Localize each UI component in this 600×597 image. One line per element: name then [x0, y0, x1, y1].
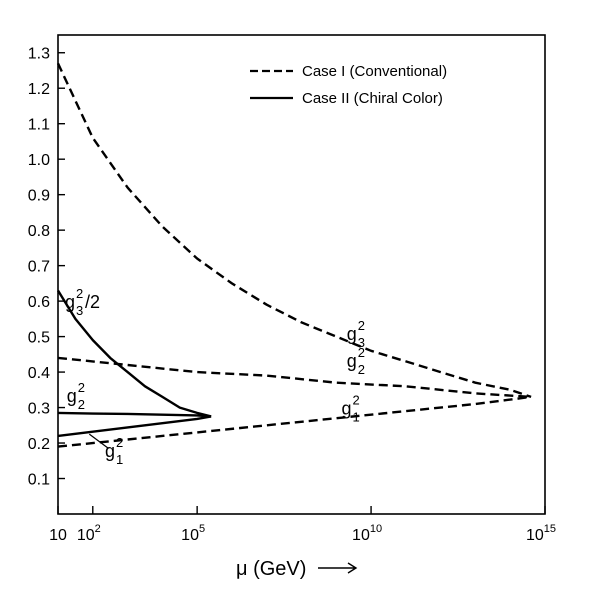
y-tick-label: 0.3 — [28, 401, 50, 418]
curve-label-base: g — [347, 324, 357, 344]
x-axis-ticks: 10 102 105 1010 1015 — [49, 506, 556, 544]
curve-label-sup: 2 — [353, 393, 360, 408]
series-line-6 — [57, 415, 212, 438]
y-tick-label: 1.1 — [28, 117, 50, 134]
curve-label-sub: 3 — [76, 303, 83, 318]
series-line-5 — [57, 411, 212, 418]
curve-label-sup: 2 — [76, 286, 83, 301]
x-tick-label: 10 — [49, 527, 67, 544]
y-tick-label: 0.6 — [28, 294, 50, 311]
curve-label: g 2 2 — [347, 345, 365, 377]
legend-label: Case I (Conventional) — [302, 63, 447, 80]
curve-label: g 2 1 — [105, 435, 123, 467]
annotations-group: g 23/2g 22g 21g 23g 22g 21 — [65, 286, 365, 467]
y-tick-label: 1.3 — [28, 46, 50, 63]
curve-label-base: g — [347, 351, 357, 371]
curve-label-base: g — [65, 292, 75, 312]
series-line-2 — [57, 356, 532, 399]
y-tick-label: 0.1 — [28, 472, 50, 489]
y-tick-label: 0.2 — [28, 436, 50, 453]
y-tick-label: 0.9 — [28, 188, 50, 205]
curve-label-sub: 1 — [116, 452, 123, 467]
x-axis-arrow — [318, 562, 358, 574]
curve-label-sup: 2 — [358, 345, 365, 360]
curve-label-base: g — [105, 441, 115, 461]
curve-label-base: g — [67, 386, 77, 406]
x-tick-label: 1015 — [526, 523, 556, 544]
curve-label-suffix: /2 — [85, 292, 100, 312]
series-line-1 — [56, 62, 532, 399]
curve-label-sup: 2 — [116, 435, 123, 450]
x-tick-label: 102 — [77, 523, 101, 544]
y-tick-label: 1.0 — [28, 152, 50, 169]
y-tick-label: 1.2 — [28, 81, 50, 98]
curve-label-sub: 3 — [358, 335, 365, 350]
legend: Case I (Conventional) Case II (Chiral Col… — [250, 63, 447, 107]
x-axis-label: μ (GeV) — [236, 558, 306, 580]
curve-label-sub: 2 — [358, 362, 365, 377]
y-tick-label: 0.8 — [28, 223, 50, 240]
g1-pointer-line — [88, 433, 109, 449]
curve-label-sup: 2 — [358, 318, 365, 333]
curve-label: g 2 3/2 — [65, 286, 100, 318]
curve-label: g 2 2 — [67, 380, 85, 412]
legend-label: Case II (Chiral Color) — [302, 90, 443, 107]
series-line-4 — [56, 289, 212, 418]
curve-label-sup: 2 — [78, 380, 85, 395]
x-tick-label: 105 — [181, 523, 205, 544]
curve-label-base: g — [342, 399, 352, 419]
y-tick-label: 0.5 — [28, 330, 50, 347]
curve-label-sub: 2 — [78, 397, 85, 412]
series-group — [56, 62, 532, 448]
curve-label-sub: 1 — [353, 410, 360, 425]
y-axis-ticks: 0.1 0.2 0.3 0.4 0.5 0.6 0.7 0.8 0.9 1.0 1.1 1.2 1.3 — [28, 46, 65, 489]
plot-frame — [57, 34, 546, 515]
y-tick-label: 0.7 — [28, 259, 50, 276]
series-line-3 — [57, 395, 532, 448]
x-tick-label: 1010 — [352, 523, 382, 544]
curve-label: g 2 1 — [342, 393, 360, 425]
curve-label: g 2 3 — [347, 318, 365, 350]
y-tick-label: 0.4 — [28, 365, 50, 382]
